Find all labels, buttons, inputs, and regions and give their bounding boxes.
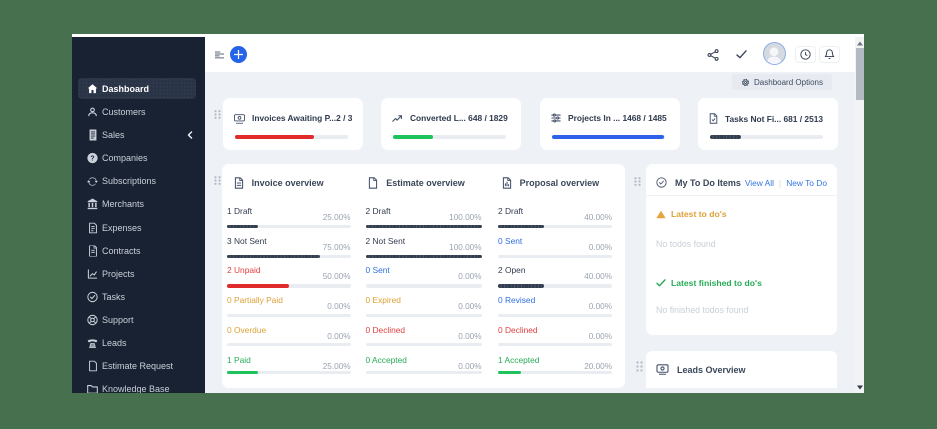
svg-text:?: ? xyxy=(90,155,94,162)
